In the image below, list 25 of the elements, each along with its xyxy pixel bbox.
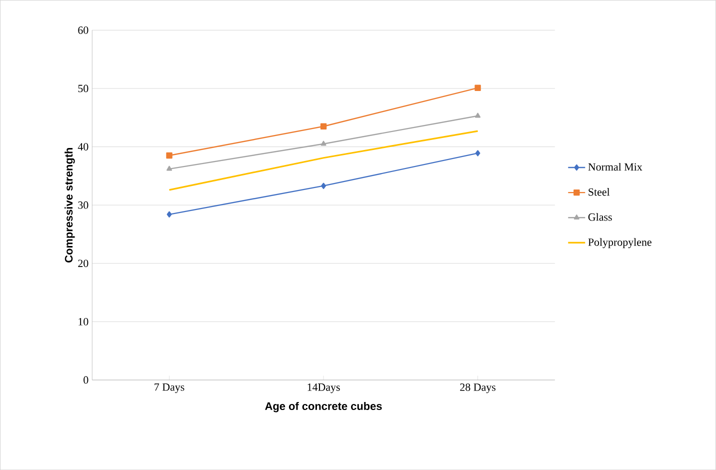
y-tick-label: 50 <box>78 84 88 92</box>
x-tick-label: 7 Days <box>154 383 184 393</box>
point <box>320 123 327 130</box>
y-axis-title: Compressive strength <box>64 148 75 262</box>
point <box>320 140 326 146</box>
x-tick-label: 28 Days <box>460 383 496 394</box>
point <box>321 182 326 189</box>
y-tick-label: 30 <box>78 201 88 209</box>
x-axis-title: Age of concrete cubes <box>265 402 382 412</box>
legend-label: Steel <box>588 188 610 196</box>
point <box>475 112 481 118</box>
point <box>474 84 481 91</box>
x-tick-label: 14Days <box>308 383 340 394</box>
legend-label: Glass <box>588 213 612 221</box>
legend-label: Normal Mix <box>588 162 642 171</box>
point <box>475 150 480 156</box>
y-tick-label: 20 <box>78 260 88 268</box>
y-tick-label: 0 <box>84 376 88 384</box>
point <box>166 166 172 171</box>
point <box>166 211 172 218</box>
legend-label: Polypropylene <box>588 238 652 248</box>
point <box>166 152 172 159</box>
y-tick-label: 10 <box>78 318 88 326</box>
y-tick-label: 60 <box>78 26 88 34</box>
y-tick-label: 40 <box>78 143 88 150</box>
